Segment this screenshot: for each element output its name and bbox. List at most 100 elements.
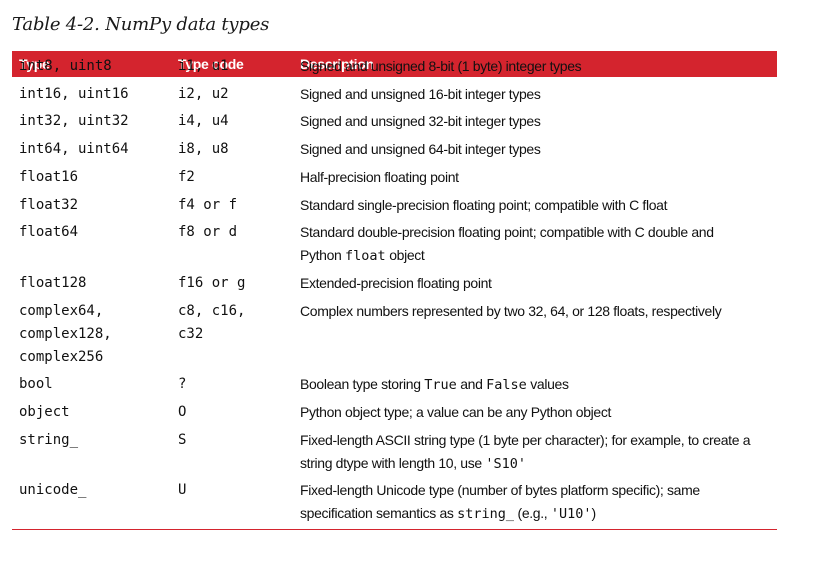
table-row: int64, uint64 i8, u8 Signed and unsigned 6… xyxy=(12,138,777,161)
cell-type-line: string_ xyxy=(19,431,79,448)
cell-type-code-line: i4, u4 xyxy=(178,113,229,130)
cell-type: int8, uint8 xyxy=(19,55,112,78)
table-row: complex64, complex128, complex256 c8, c16, c… xyxy=(12,300,777,369)
table-header-row: Type Type code Description xyxy=(12,51,777,77)
cell-type-code: i2, u2 xyxy=(178,83,229,106)
table-row: int16, uint16 i2, u2 Signed and unsigned 1… xyxy=(12,83,777,106)
cell-description-line: Signed and unsigned 8-bit (1 byte) integ… xyxy=(300,55,770,78)
cell-type-code: f4 or f xyxy=(178,194,237,217)
description-text: Signed and unsigned 8-bit (1 byte) integ… xyxy=(300,58,582,74)
description-text: Signed and unsigned 32-bit integer types xyxy=(300,113,541,130)
cell-type: unicode_ xyxy=(19,479,86,502)
description-text: specification semantics as xyxy=(300,505,458,522)
cell-description: Signed and unsigned 8-bit (1 byte) integ… xyxy=(300,55,770,78)
table-row: string_ S Fixed-length ASCII string type (… xyxy=(12,429,777,475)
description-text: Python xyxy=(300,247,346,264)
cell-description-line: Boolean type storing True and False valu… xyxy=(300,373,770,397)
description-code: float xyxy=(345,248,386,265)
table-row: float64 f8 or d Standard double-precision … xyxy=(12,221,777,267)
description-text: Fixed-length ASCII string type (1 byte p… xyxy=(300,431,751,448)
cell-type-code: O xyxy=(178,401,186,424)
cell-type-line: unicode_ xyxy=(19,482,87,499)
description-code: True xyxy=(424,377,457,394)
description-text: object xyxy=(385,247,425,264)
cell-description-line: Python float object xyxy=(300,244,770,268)
cell-type-code: c8, c16, c32 xyxy=(178,300,245,346)
table-row: float32 f4 or f Standard single-precision … xyxy=(12,194,777,217)
table-caption: Table 4-2. NumPy data types xyxy=(12,14,270,35)
table-bottom-rule xyxy=(12,529,777,531)
description-text: Half-precision floating point xyxy=(300,168,459,185)
description-code: 'U10' xyxy=(550,506,592,523)
cell-type-code-line: i8, u8 xyxy=(178,141,229,158)
description-text: Standard double-precision floating point… xyxy=(300,224,714,241)
cell-type-line: complex256 xyxy=(19,348,104,365)
description-text: (e.g., xyxy=(513,505,551,522)
cell-type-line: float128 xyxy=(19,274,87,291)
description-code: string_ xyxy=(457,506,514,523)
cell-description-line: specification semantics as string_ (e.g.… xyxy=(300,502,770,526)
cell-description: Signed and unsigned 32-bit integer types xyxy=(300,110,770,133)
cell-description-line: Half-precision floating point xyxy=(300,166,770,189)
cell-type-line: float16 xyxy=(19,168,79,185)
numpy-dtypes-table: Type Type code Description int8, uint8 i1… xyxy=(12,51,777,531)
cell-description: Python object type; a value can be any P… xyxy=(300,401,770,424)
cell-type-line: float64 xyxy=(19,224,79,241)
cell-type-line: int16, uint16 xyxy=(19,85,129,102)
description-code: 'S10' xyxy=(485,455,526,472)
cell-description-line: Complex numbers represented by two 32, 6… xyxy=(300,300,770,323)
description-text: Signed and unsigned 64-bit integer types xyxy=(300,141,541,158)
cell-type-code-line: f4 or f xyxy=(178,196,238,213)
cell-type-code-line: O xyxy=(178,404,187,420)
cell-type-code: S xyxy=(178,429,186,452)
table-row: float128 f16 or g Extended-precision float… xyxy=(12,272,777,295)
cell-description-line: Fixed-length ASCII string type (1 byte p… xyxy=(300,429,770,452)
description-text: Fixed-length Unicode type (number of byt… xyxy=(300,482,700,499)
cell-description-line: Signed and unsigned 16-bit integer types xyxy=(300,83,770,106)
table-row: object O Python object type; a value can b… xyxy=(12,401,777,424)
cell-type-code-line: f8 or d xyxy=(178,224,238,241)
cell-type-line: bool xyxy=(19,376,53,393)
cell-type-code: U xyxy=(178,479,186,502)
cell-type-code-line: f16 or g xyxy=(178,274,246,291)
cell-type-code-line: ? xyxy=(178,376,187,393)
cell-type-code-line: c8, c16, xyxy=(178,302,246,319)
description-text: ) xyxy=(591,505,597,522)
cell-type-code-line: S xyxy=(178,431,187,448)
cell-type-code-line: c32 xyxy=(178,325,204,342)
cell-type: bool xyxy=(19,373,53,396)
cell-type: float16 xyxy=(19,166,78,189)
cell-description: Fixed-length ASCII string type (1 byte p… xyxy=(300,429,770,476)
description-text: Boolean type storing xyxy=(300,376,425,393)
description-text: Standard single-precision floating point… xyxy=(300,196,668,213)
description-text: and xyxy=(456,376,487,393)
table-row: int8, uint8 i1, u1 Signed and unsigned 8-b… xyxy=(12,55,777,78)
cell-type-line: complex128, xyxy=(19,325,112,342)
description-text: Signed and unsigned 16-bit integer types xyxy=(300,85,541,102)
cell-description: Half-precision floating point xyxy=(300,166,770,189)
cell-type-code-line: U xyxy=(178,482,187,499)
cell-type: int16, uint16 xyxy=(19,83,129,106)
cell-type-line: complex64, xyxy=(19,302,104,319)
cell-type-code: i4, u4 xyxy=(178,110,229,133)
cell-type-line: int8, uint8 xyxy=(19,58,112,74)
cell-type-code: i1, u1 xyxy=(178,55,229,78)
cell-type-code: i8, u8 xyxy=(178,138,229,161)
cell-type-code: ? xyxy=(178,373,186,396)
cell-type-code-line: i2, u2 xyxy=(178,85,229,102)
description-text: string dtype with length 10, use xyxy=(300,454,486,471)
table-row: bool? Boolean type storing True and False… xyxy=(12,373,777,396)
table-row: unicode_ U Fixed-length Unicode type (numb… xyxy=(12,479,777,525)
cell-type: object xyxy=(19,401,70,424)
header-description: Description xyxy=(300,56,374,72)
cell-description: Fixed-length Unicode type (number of byt… xyxy=(300,479,770,526)
cell-description: Standard single-precision floating point… xyxy=(300,194,770,217)
cell-type-code: f16 or g xyxy=(178,272,245,295)
header-type: Type xyxy=(19,56,50,72)
cell-description-line: Fixed-length Unicode type (number of byt… xyxy=(300,479,770,502)
cell-type-line: int32, uint32 xyxy=(19,113,129,130)
cell-type: string_ xyxy=(19,429,78,452)
cell-type-code-line: f2 xyxy=(178,168,195,185)
cell-description: Boolean type storing True and False valu… xyxy=(300,373,770,397)
cell-description: Signed and unsigned 16-bit integer types xyxy=(300,83,770,106)
